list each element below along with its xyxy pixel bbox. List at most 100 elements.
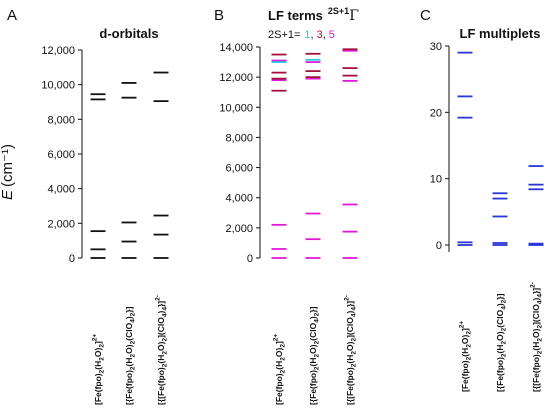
category-label-part: 4 xyxy=(537,294,544,298)
y-tick-label: 10 xyxy=(430,174,442,186)
category-label-part: ] xyxy=(274,341,284,344)
category-label-part: 2 xyxy=(130,366,137,370)
category-label-part: [{[Fe(fpo) xyxy=(531,354,541,392)
y-tick-label: 8,000 xyxy=(47,114,75,126)
category-label-part: 2 xyxy=(537,350,544,354)
y-tick-label: 6,000 xyxy=(47,149,75,161)
panel-c-title: LF multiplets xyxy=(460,26,541,41)
category-label-part: 2+ xyxy=(92,334,99,342)
category-label: [{Fe(fpo)2(H2O)2(ClO4)2}] xyxy=(308,306,321,405)
category-label-part: 2 xyxy=(501,340,508,344)
panel-a-levels xyxy=(90,71,169,259)
category-label-part: O) xyxy=(156,341,166,351)
category-label-part: 2 xyxy=(466,331,473,335)
legend-sep-1: , xyxy=(311,29,314,41)
category-label-part: 2 xyxy=(162,363,169,367)
category-label-part: ] xyxy=(93,341,103,344)
category-label-part: 2 xyxy=(501,327,508,331)
category-label: [Fe(fpo)2(H2O)2]2+ xyxy=(459,321,473,392)
category-label-part: 4 xyxy=(537,300,544,304)
category-label: [{Fe(fpo)2(H2O)2(ClO4)2}] xyxy=(495,293,508,392)
category-label-part: O) xyxy=(460,335,470,345)
category-label-part: O) xyxy=(274,348,284,358)
category-label-part: O) xyxy=(531,328,541,338)
category-label-part: (H xyxy=(531,342,541,351)
y-tick-label: 4,000 xyxy=(47,184,75,196)
panel-b-title: LF terms 2S+1Γ xyxy=(268,6,359,24)
category-label-part: [{[Fe(fpo) xyxy=(345,367,355,405)
category-label-part: O) xyxy=(124,344,134,354)
panel-b-legend: 2S+1= 1, 3, 5 xyxy=(268,29,335,41)
category-label-part: (H xyxy=(124,357,134,366)
category-label-part: 4 xyxy=(351,313,358,317)
category-label-part: 2 xyxy=(466,344,473,348)
y-tick-label: 10,000 xyxy=(219,102,253,114)
panel-b-title-sup: 2S+1 xyxy=(328,6,349,16)
category-label: [{[Fe(fpo)2(H2O)2](ClO4)4}]2- xyxy=(530,282,544,392)
category-label-part: 2 xyxy=(130,340,137,344)
legend-prefix: 2S+1= xyxy=(268,29,300,41)
category-label-part: 2 xyxy=(501,353,508,357)
category-label-part: 4 xyxy=(351,307,358,311)
category-label-part: 2 xyxy=(130,312,137,316)
category-label-part: }] xyxy=(495,293,505,299)
panel-c-y-ticks: 0 10 20 30 xyxy=(430,41,449,252)
category-label: [{[Fe(fpo)2(H2O)2](ClO4)4}]2- xyxy=(155,295,169,405)
category-label-part: 2 xyxy=(351,351,358,355)
category-label-part: 2+ xyxy=(459,321,466,329)
panel-b-y-ticks: 0 2,000 4,000 6,000 8,000 10,000 12,000 14,000 xyxy=(219,42,260,265)
y-tick-label: 0 xyxy=(436,240,442,252)
category-label-part: 2 xyxy=(162,338,169,342)
category-label: [Fe(fpo)2(H2O)2]2+ xyxy=(92,334,106,405)
category-label-part: 4 xyxy=(314,319,321,323)
category-label-part: 4 xyxy=(162,313,169,317)
category-label-part: 2 xyxy=(280,369,287,373)
category-label-part: 2- xyxy=(155,295,162,301)
legend-item-3: 3 xyxy=(317,29,323,41)
category-label-part: 2- xyxy=(344,295,351,301)
category-label-part: ) xyxy=(308,316,318,319)
category-label-part: ) xyxy=(156,311,166,314)
category-label-part: 2 xyxy=(537,338,544,342)
panel-b-levels xyxy=(271,48,358,259)
category-label-part: O) xyxy=(345,341,355,351)
panel-b-title-text: LF terms xyxy=(268,8,323,23)
category-label-part: }] xyxy=(156,301,166,307)
category-label-part: 2 xyxy=(314,366,321,370)
category-label-part: 2+ xyxy=(273,334,280,342)
y-tick-label: 8,000 xyxy=(225,132,253,144)
category-label-part: 2 xyxy=(99,344,106,348)
category-label-part: ](ClO xyxy=(345,317,355,338)
panel-a-categories: [Fe(fpo)2(H2O)2]2+[{Fe(fpo)2(H2O)2(ClO4)… xyxy=(92,295,169,405)
category-label-part: 2 xyxy=(99,357,106,361)
category-label-part: 2 xyxy=(537,325,544,329)
category-label-part: [Fe(fpo) xyxy=(93,373,103,405)
category-label-part: 2 xyxy=(314,353,321,357)
category-label-part: O) xyxy=(495,331,505,341)
category-label-part: ](ClO xyxy=(156,317,166,338)
y-tick-label: 6,000 xyxy=(225,163,253,175)
category-label: [{[Fe(fpo)2(H2O)2](ClO4)4}]2- xyxy=(344,295,358,405)
category-label: [{Fe(fpo)2(H2O)2(ClO4)2}] xyxy=(124,306,137,405)
panel-a-title: d-orbitals xyxy=(99,26,158,41)
panel-a-ylabel: E (cm⁻¹) xyxy=(0,144,16,200)
category-label-part: O) xyxy=(308,344,318,354)
category-label-part: ) xyxy=(531,298,541,301)
category-label-part: ](ClO xyxy=(531,304,541,325)
category-label-part: (ClO xyxy=(495,309,505,327)
y-tick-label: 4,000 xyxy=(225,193,253,205)
y-tick-label: 10,000 xyxy=(41,80,75,92)
category-label-part: 2 xyxy=(280,344,287,348)
category-label-part: 2 xyxy=(351,363,358,367)
category-label-part: [Fe(fpo) xyxy=(460,360,470,392)
category-label-part: 4 xyxy=(162,307,169,311)
category-label-part: }] xyxy=(308,306,318,312)
category-label-part: 2 xyxy=(130,353,137,357)
y-tick-label: 20 xyxy=(430,107,442,119)
panel-b-categories: [Fe(fpo)2(H2O)2]2+[{Fe(fpo)2(H2O)2(ClO4)… xyxy=(273,295,358,405)
category-label-part: 2- xyxy=(530,282,537,288)
category-label-part: (H xyxy=(345,355,355,364)
panel-a-y-ticks: 0 2,000 4,000 6,000 8,000 10,000 12,000 xyxy=(41,45,82,265)
category-label-part: (H xyxy=(274,361,284,370)
